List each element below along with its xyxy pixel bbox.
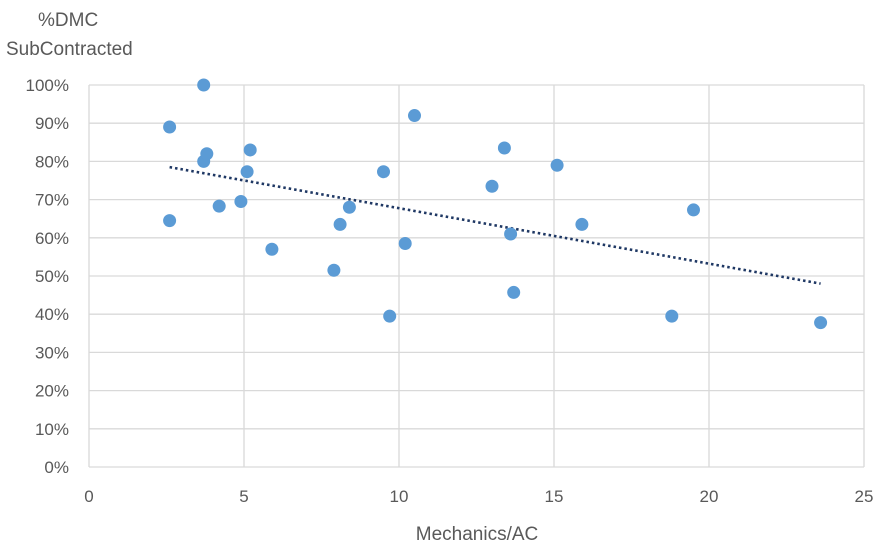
x-tick-label: 5: [239, 487, 248, 506]
y-tick-label: 0%: [44, 458, 69, 477]
data-point: [342, 200, 356, 214]
x-tick-label: 0: [84, 487, 93, 506]
data-point: [687, 203, 700, 217]
data-point: [333, 217, 347, 231]
data-point: [265, 242, 279, 256]
x-tick-label: 20: [700, 487, 719, 506]
data-point: [163, 214, 177, 228]
data-point: [200, 147, 214, 161]
data-point: [408, 109, 421, 123]
y-tick-label: 20%: [35, 382, 69, 401]
x-tick-label: 10: [390, 487, 409, 506]
data-point: [240, 165, 254, 179]
y-tick-label: 90%: [35, 114, 69, 133]
data-point: [497, 141, 511, 155]
data-point: [504, 227, 518, 241]
x-tick-label: 15: [545, 487, 564, 506]
data-point: [243, 143, 257, 157]
data-point: [550, 158, 564, 172]
y-tick-label: 60%: [35, 229, 69, 248]
data-point: [575, 217, 589, 231]
data-points: [163, 78, 828, 330]
data-point: [507, 285, 521, 299]
y-tick-label: 30%: [35, 343, 69, 362]
gridlines: [88, 84, 865, 468]
data-point: [197, 78, 211, 92]
y-axis-title-line-2: SubContracted: [6, 39, 133, 60]
y-axis-title-line-1: %DMC: [38, 10, 98, 31]
data-point: [377, 165, 390, 179]
y-tick-label: 100%: [26, 76, 69, 95]
y-tick-label: 70%: [35, 191, 69, 210]
data-point: [234, 195, 248, 209]
data-point: [814, 316, 828, 330]
data-point: [665, 309, 679, 323]
x-tick-label: 25: [855, 487, 874, 506]
data-point: [383, 309, 397, 323]
y-tick-labels: 0% 10% 20% 30% 40% 50% 60% 70% 80% 90% 100%: [26, 76, 69, 477]
y-tick-label: 50%: [35, 267, 69, 286]
y-tick-label: 40%: [35, 305, 69, 324]
x-tick-labels: 0 5 10 15 20 25: [84, 487, 873, 506]
x-axis-title: Mechanics/AC: [416, 524, 539, 545]
data-point: [327, 263, 341, 277]
y-tick-label: 10%: [35, 420, 69, 439]
y-tick-label: 80%: [35, 152, 69, 171]
trendline: [169, 165, 821, 285]
data-point: [212, 199, 226, 213]
data-point: [485, 179, 499, 193]
data-point: [398, 237, 412, 251]
data-point: [163, 120, 177, 134]
